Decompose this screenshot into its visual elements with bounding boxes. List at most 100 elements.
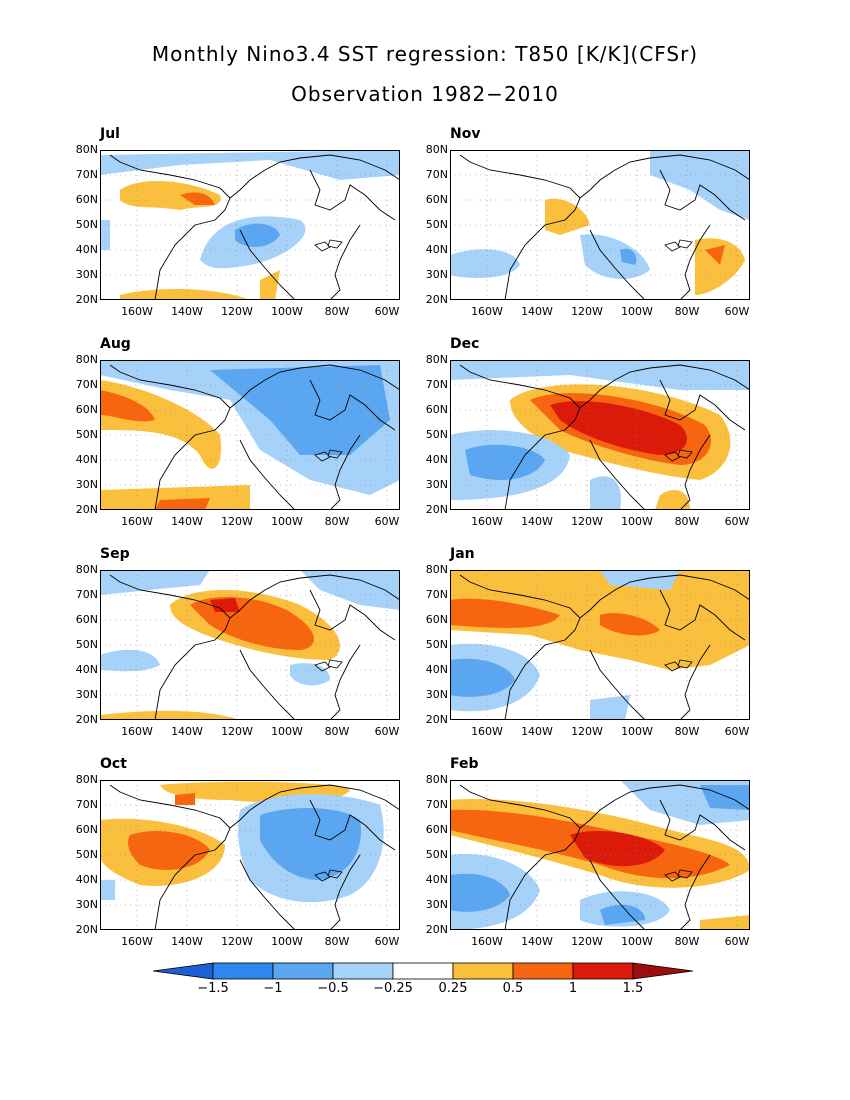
latitude-tick-label: 40N [75, 453, 98, 466]
latitude-tick-label: 20N [75, 503, 98, 516]
latitude-tick-label: 30N [75, 268, 98, 281]
contour-region [545, 198, 590, 235]
latitude-tick-label: 20N [425, 503, 448, 516]
longitude-tick-label: 80W [674, 725, 700, 738]
latitude-tick-label: 40N [425, 453, 448, 466]
panel-month-label: Jul [100, 126, 120, 142]
longitude-tick-label: 120W [221, 305, 253, 318]
latitude-tick-label: 80N [425, 143, 448, 156]
longitude-tick-label: 60W [724, 725, 750, 738]
latitude-tick-label: 80N [75, 773, 98, 786]
contour-region [235, 223, 280, 247]
longitude-tick-label: 140W [521, 515, 553, 528]
panel-month-label: Feb [450, 756, 479, 772]
contour-region [260, 270, 280, 300]
longitude-tick-label: 60W [724, 935, 750, 948]
contour-region [260, 808, 361, 880]
contour-region [100, 570, 210, 595]
longitude-tick-label: 140W [521, 305, 553, 318]
latitude-tick-label: 80N [425, 563, 448, 576]
colorbar-segment [272, 962, 334, 980]
latitude-tick-label: 40N [75, 243, 98, 256]
latitude-tick-label: 30N [75, 478, 98, 491]
latitude-tick-label: 50N [425, 638, 448, 651]
regression-map-panel [450, 570, 750, 720]
longitude-tick-label: 160W [471, 515, 503, 528]
longitude-tick-label: 140W [171, 305, 203, 318]
latitude-tick-label: 70N [75, 798, 98, 811]
latitude-tick-label: 50N [75, 428, 98, 441]
contour-region [120, 288, 250, 300]
latitude-tick-label: 20N [425, 293, 448, 306]
latitude-tick-label: 50N [425, 218, 448, 231]
latitude-tick-label: 60N [75, 823, 98, 836]
longitude-tick-label: 120W [571, 305, 603, 318]
longitude-tick-label: 80W [324, 515, 350, 528]
coastline [109, 154, 400, 300]
latitude-tick-label: 20N [425, 923, 448, 936]
coastline [459, 364, 750, 510]
latitude-tick-label: 70N [425, 168, 448, 181]
longitude-tick-label: 160W [121, 725, 153, 738]
longitude-tick-label: 120W [221, 935, 253, 948]
colorbar-tick-label: 0.25 [438, 981, 468, 996]
latitude-tick-label: 30N [75, 898, 98, 911]
latitude-tick-label: 50N [425, 848, 448, 861]
figure-title: Monthly Nino3.4 SST regression: T850 [K/… [151, 42, 699, 66]
latitude-tick-label: 70N [425, 588, 448, 601]
latitude-tick-label: 40N [425, 243, 448, 256]
latitude-tick-label: 70N [75, 168, 98, 181]
panel-month-label: Jan [450, 546, 475, 562]
colorbar-tick-label: −0.25 [373, 981, 413, 996]
colorbar-tick-label: −1 [263, 981, 283, 996]
latitude-tick-label: 60N [75, 613, 98, 626]
longitude-tick-label: 100W [271, 725, 303, 738]
longitude-tick-label: 100W [271, 515, 303, 528]
contour-region [450, 598, 560, 628]
latitude-tick-label: 40N [75, 663, 98, 676]
latitude-tick-label: 70N [425, 798, 448, 811]
longitude-tick-label: 80W [674, 935, 700, 948]
latitude-tick-label: 80N [425, 353, 448, 366]
longitude-tick-label: 160W [471, 305, 503, 318]
contour-region [450, 360, 750, 390]
latitude-tick-label: 20N [425, 713, 448, 726]
latitude-tick-label: 30N [425, 268, 448, 281]
contour-region [100, 485, 250, 510]
longitude-tick-label: 100W [621, 515, 653, 528]
latitude-tick-label: 50N [75, 638, 98, 651]
contour-region [550, 401, 688, 455]
regression-map-panel [450, 360, 750, 510]
contour-region [100, 150, 400, 180]
latitude-tick-label: 60N [425, 823, 448, 836]
latitude-tick-label: 60N [425, 613, 448, 626]
longitude-tick-label: 80W [324, 935, 350, 948]
longitude-tick-label: 100W [271, 935, 303, 948]
latitude-tick-label: 60N [75, 403, 98, 416]
contour-region [100, 880, 115, 900]
contour-region [590, 476, 621, 510]
longitude-tick-label: 160W [471, 935, 503, 948]
panel-month-label: Nov [450, 126, 481, 142]
latitude-tick-label: 40N [425, 873, 448, 886]
coastline [459, 154, 750, 300]
longitude-tick-label: 160W [471, 725, 503, 738]
coastline [109, 574, 400, 720]
contour-region [655, 490, 690, 510]
latitude-tick-label: 40N [75, 873, 98, 886]
longitude-tick-label: 80W [674, 305, 700, 318]
longitude-tick-label: 120W [221, 725, 253, 738]
colorbar-tick-label: 0.5 [502, 981, 524, 996]
longitude-tick-label: 120W [571, 515, 603, 528]
coastline [459, 574, 750, 720]
longitude-tick-label: 120W [571, 725, 603, 738]
contour-region [100, 649, 160, 672]
longitude-tick-label: 140W [521, 935, 553, 948]
contour-region [700, 915, 750, 930]
longitude-tick-label: 120W [571, 935, 603, 948]
panel-month-label: Dec [450, 336, 480, 352]
longitude-tick-label: 80W [324, 305, 350, 318]
longitude-tick-label: 140W [171, 725, 203, 738]
panel-month-label: Aug [100, 336, 131, 352]
contour-region [450, 249, 520, 278]
